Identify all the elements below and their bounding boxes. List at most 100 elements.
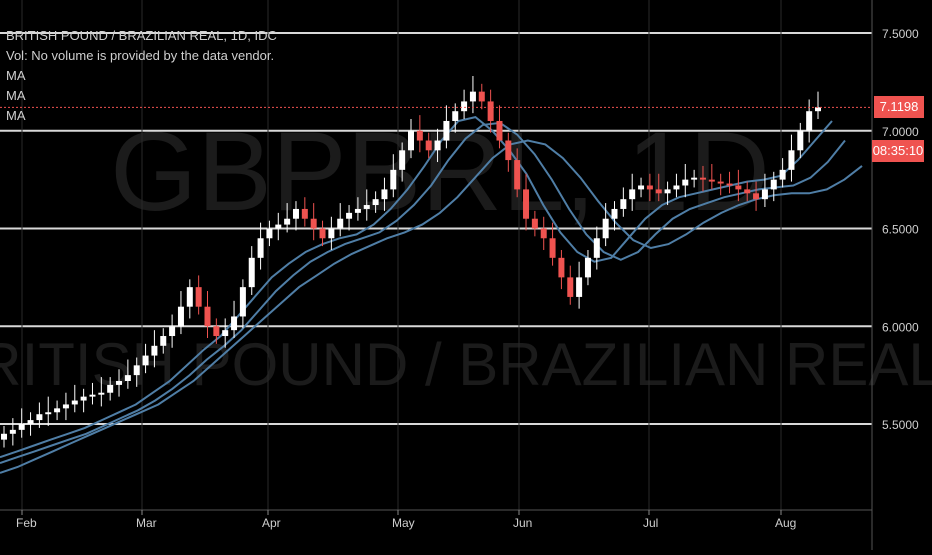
candle xyxy=(177,291,184,335)
grid xyxy=(0,0,872,510)
candle xyxy=(18,408,25,438)
candle xyxy=(523,173,530,231)
candle xyxy=(788,134,795,182)
candle xyxy=(514,148,521,198)
candle xyxy=(319,220,326,247)
y-tick-label: 6.0000 xyxy=(882,320,919,334)
candle xyxy=(629,173,636,211)
candle xyxy=(611,201,618,231)
moving-averages xyxy=(0,116,863,474)
legend-ma-2[interactable]: MA xyxy=(6,88,26,103)
candle xyxy=(602,203,609,247)
current-price-label: 7.1198 xyxy=(874,96,924,118)
candle xyxy=(797,122,804,159)
ma-line-3 xyxy=(0,139,863,474)
candle xyxy=(142,343,149,374)
candle xyxy=(62,392,69,421)
legend-volume[interactable]: Vol: No volume is provided by the data v… xyxy=(6,48,275,63)
x-tick-label: Mar xyxy=(136,516,157,530)
candle xyxy=(717,173,724,196)
candle xyxy=(354,197,361,221)
y-tick-label: 7.0000 xyxy=(882,125,919,139)
candle xyxy=(98,377,105,407)
y-tick-label: 5.5000 xyxy=(882,418,919,432)
candle xyxy=(549,222,556,266)
candle xyxy=(744,181,751,202)
candle xyxy=(54,400,61,421)
candle xyxy=(239,279,246,329)
candle xyxy=(408,119,414,159)
ma-line-1 xyxy=(0,116,833,459)
candle xyxy=(779,158,786,188)
candle xyxy=(275,212,282,241)
candle xyxy=(567,265,574,305)
candle xyxy=(691,169,698,188)
x-tick-label: Aug xyxy=(775,516,796,530)
x-tick-label: Jul xyxy=(643,516,658,530)
candle xyxy=(222,318,229,348)
ma-line-2 xyxy=(0,121,846,465)
candle xyxy=(248,246,255,295)
candle xyxy=(664,181,671,206)
legend-title[interactable]: BRITISH POUND / BRAZILIAN REAL, 1D, IDC xyxy=(6,28,277,43)
candle xyxy=(708,163,715,190)
candle xyxy=(726,171,733,194)
candle xyxy=(284,203,291,233)
candle xyxy=(133,357,140,387)
candle xyxy=(116,369,123,397)
candle xyxy=(434,128,441,163)
candle xyxy=(213,318,220,344)
candle xyxy=(443,105,450,149)
candle xyxy=(673,173,680,198)
candle xyxy=(27,412,34,436)
y-axis[interactable]: 7.5000 7.0000 6.5000 6.0000 5.5000 xyxy=(0,0,919,550)
chart-legend: BRITISH POUND / BRAZILIAN REAL, 1D, IDC … xyxy=(6,26,277,126)
candle xyxy=(699,165,706,192)
x-axis[interactable]: Feb Mar Apr May Jun Jul Aug xyxy=(16,510,796,530)
candle xyxy=(346,205,353,231)
candle xyxy=(328,216,335,251)
candle xyxy=(1,425,7,448)
candle xyxy=(71,384,78,413)
candle xyxy=(753,181,760,211)
candle xyxy=(452,103,459,133)
candle xyxy=(576,261,583,309)
candle xyxy=(425,132,432,159)
candle xyxy=(478,83,485,110)
candle xyxy=(231,300,238,338)
candle xyxy=(80,388,87,413)
candle xyxy=(160,328,167,354)
candle xyxy=(89,382,96,405)
candle xyxy=(584,250,591,286)
candle xyxy=(416,115,423,153)
candle xyxy=(496,105,503,149)
candle xyxy=(266,220,273,247)
candle xyxy=(9,418,16,446)
candle xyxy=(806,99,813,143)
candle xyxy=(381,177,388,211)
candle xyxy=(363,189,370,221)
candle xyxy=(204,291,211,338)
candle xyxy=(761,173,768,207)
candle xyxy=(45,396,52,426)
candle xyxy=(638,177,645,198)
candle xyxy=(531,210,538,237)
y-tick-label: 6.5000 xyxy=(882,223,919,237)
candle xyxy=(337,203,344,237)
x-tick-label: May xyxy=(392,516,415,530)
watermark-name: BRITISH POUND / BRAZILIAN REAL xyxy=(0,331,932,398)
candle xyxy=(107,377,114,401)
candle xyxy=(399,142,406,182)
candle xyxy=(815,91,821,120)
legend-ma-3[interactable]: MA xyxy=(6,108,26,123)
x-tick-label: Apr xyxy=(262,516,281,530)
candle xyxy=(301,197,308,227)
x-tick-label: Jun xyxy=(513,516,532,530)
candle xyxy=(655,173,662,202)
legend-ma-1[interactable]: MA xyxy=(6,68,26,83)
candle xyxy=(36,402,43,428)
candle xyxy=(540,216,547,251)
candle xyxy=(461,89,468,120)
